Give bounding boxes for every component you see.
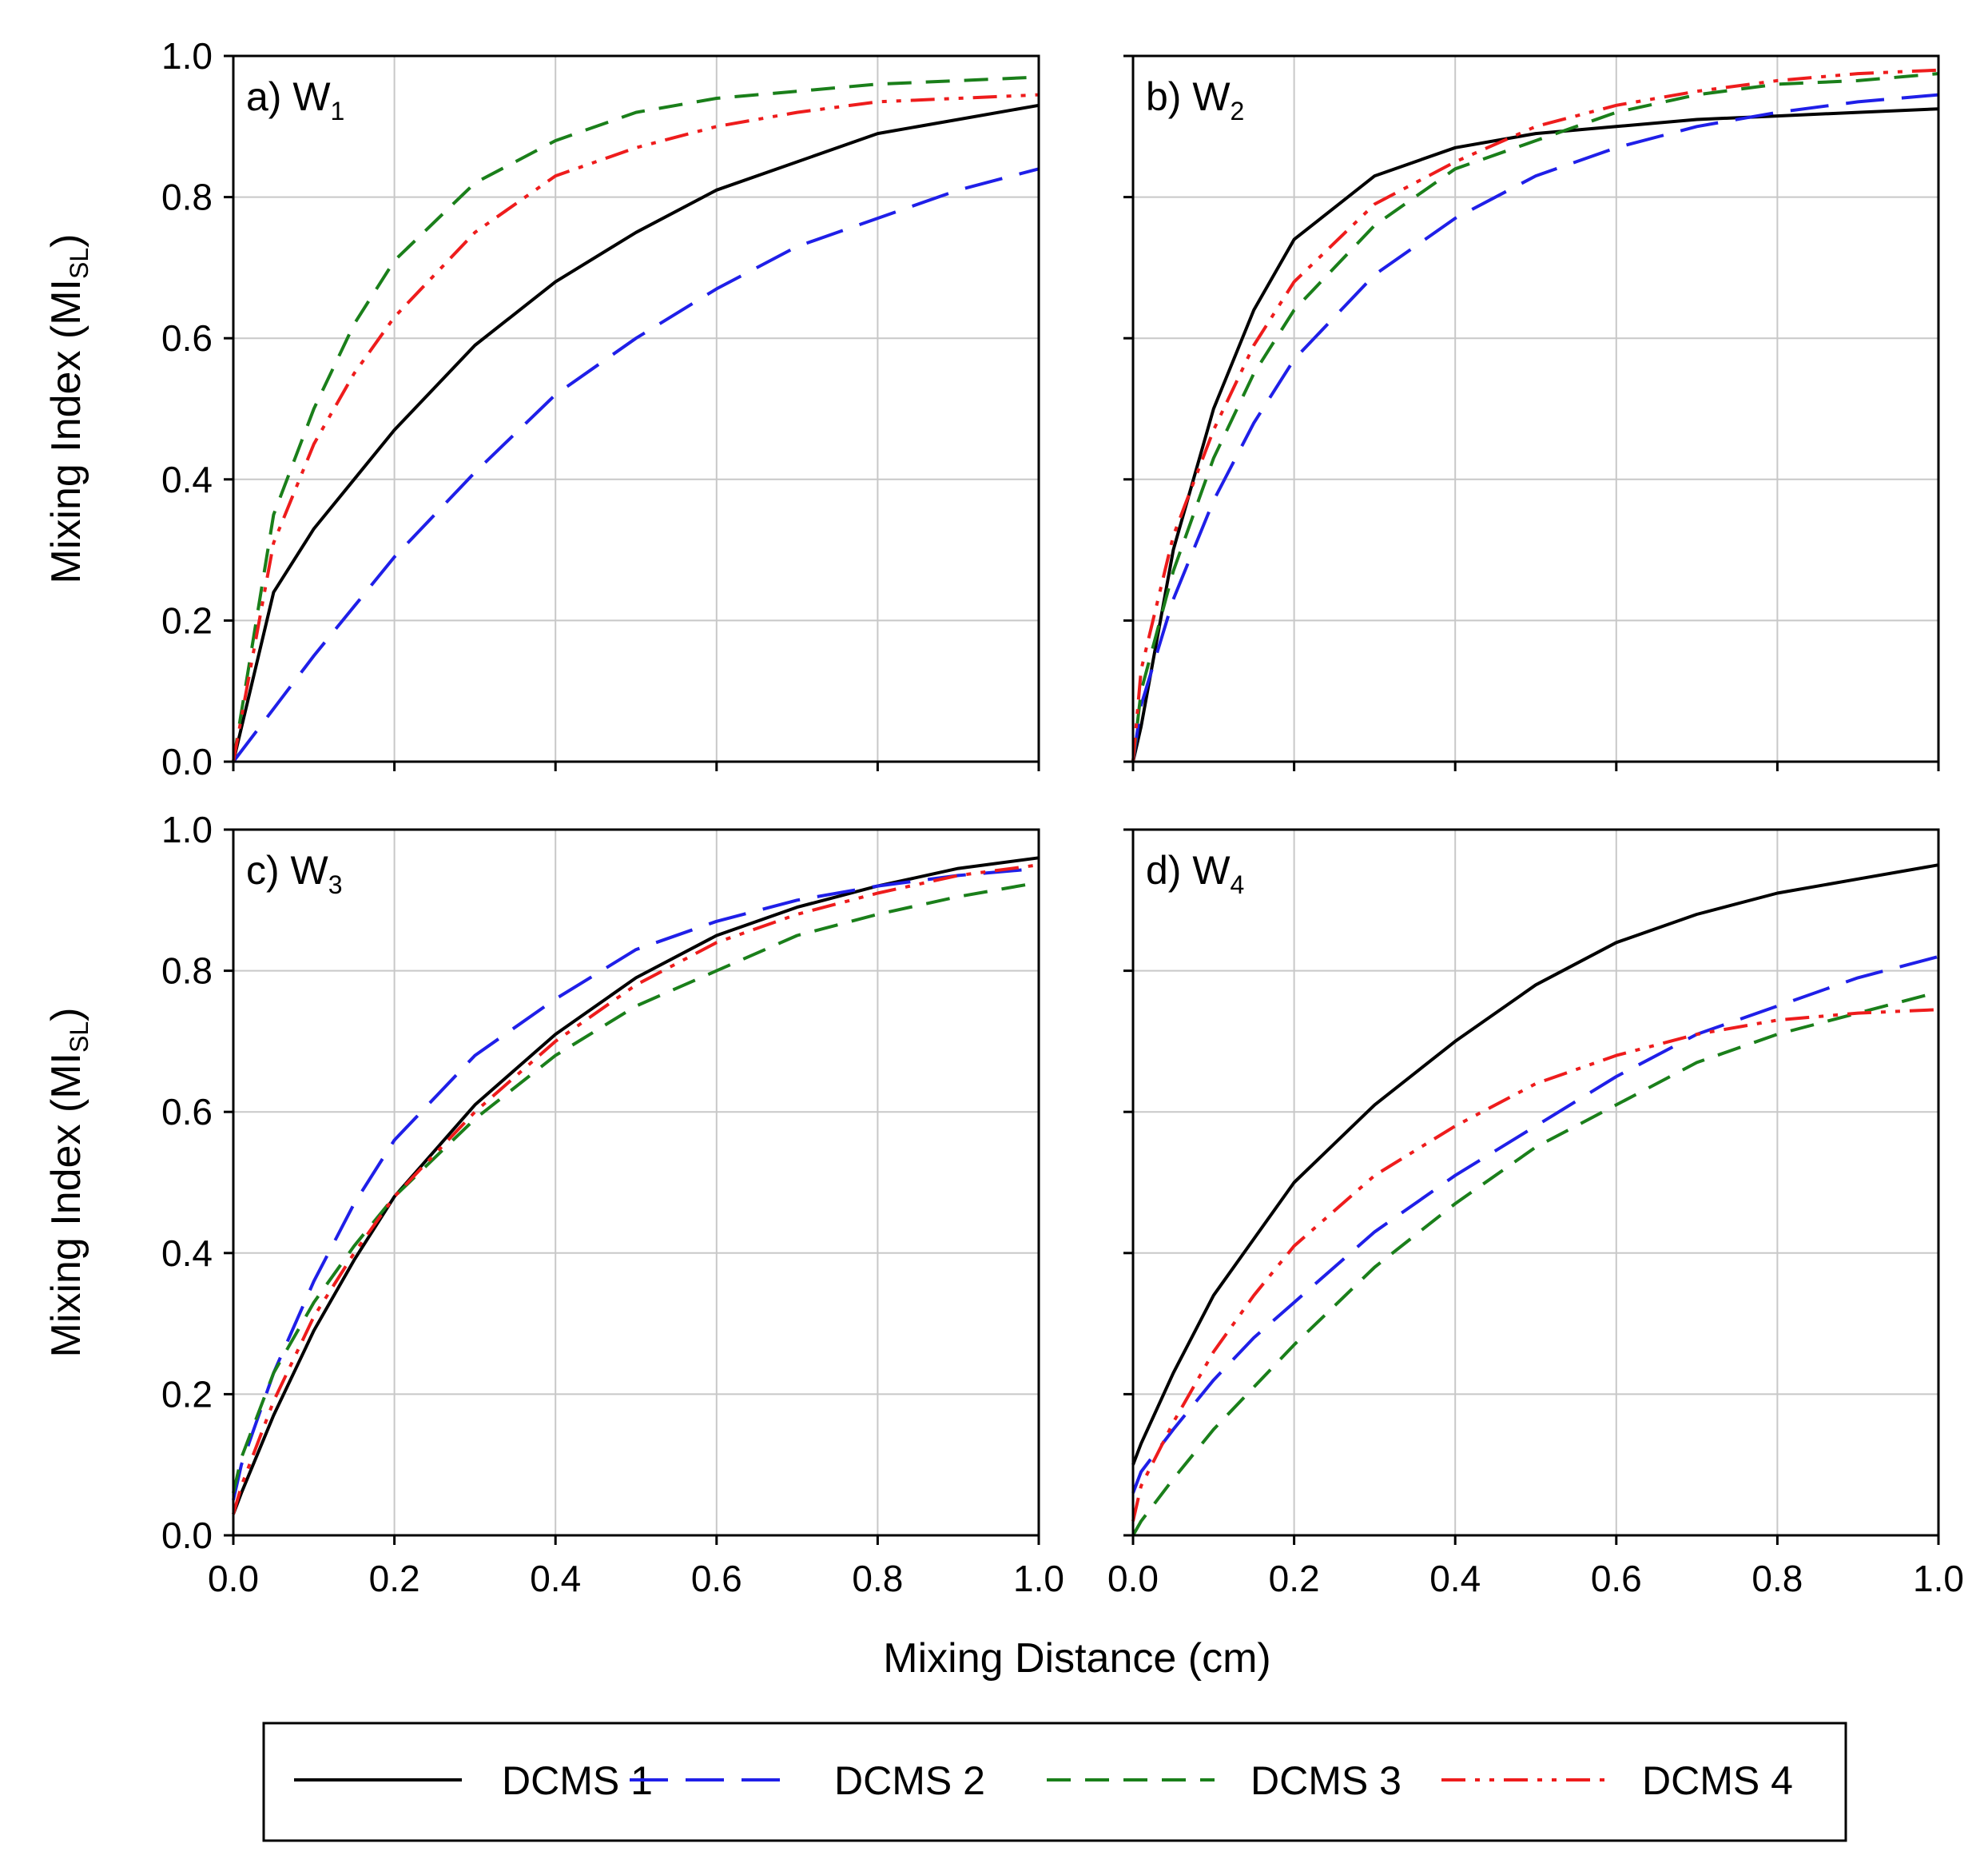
panel-title: a) W1	[246, 74, 344, 125]
plot-frame	[1131, 828, 1940, 1537]
x-axis-title: Mixing Distance (cm)	[883, 1635, 1270, 1682]
y-tick-label: 0.4	[161, 459, 213, 500]
panel-title: d) W4	[1146, 848, 1244, 899]
x-tick-label: 1.0	[1913, 1558, 1964, 1599]
legend-items: DCMS 1 DCMS 2 DCMS 3 DCMS 4	[294, 1758, 1793, 1803]
series-line-dcms-1	[232, 103, 1040, 762]
y-tick-label: 0.0	[161, 741, 213, 782]
legend: DCMS 1 DCMS 2 DCMS 3 DCMS 4	[262, 1722, 1847, 1842]
series-line-dcms-3	[1131, 72, 1939, 762]
panel-title: b) W2	[1146, 74, 1244, 125]
y-tick-label: 0.2	[161, 599, 213, 641]
y-axis-title: Mixing Index (MISL)	[43, 234, 93, 584]
series-line-dcms-4	[1131, 68, 1939, 762]
legend-label: DCMS 4	[1642, 1758, 1793, 1803]
series-line-dcms-4	[1131, 1008, 1939, 1522]
y-axis-title: Mixing Index (MISL)	[43, 1008, 93, 1358]
x-tick-label: 0.8	[1751, 1558, 1803, 1599]
x-tick-label: 0.4	[530, 1558, 581, 1599]
legend-box	[262, 1722, 1847, 1842]
frame-layer	[224, 54, 1940, 1545]
series-line-dcms-1	[1131, 863, 1939, 1466]
grid-layer	[233, 55, 1939, 1536]
plot-frame	[232, 54, 1040, 763]
series-line-dcms-4	[232, 93, 1040, 762]
x-tick-label: 1.0	[1013, 1558, 1064, 1599]
x-tick-label: 0.2	[369, 1558, 420, 1599]
y-tick-label: 0.2	[161, 1373, 213, 1415]
series-line-dcms-3	[1131, 990, 1939, 1536]
series-line-dcms-1	[1131, 107, 1939, 762]
x-tick-label: 0.8	[852, 1558, 903, 1599]
x-tick-label: 0.2	[1269, 1558, 1320, 1599]
series-line-dcms-3	[232, 75, 1040, 762]
y-tick-label: 0.0	[161, 1515, 213, 1556]
series-line-dcms-3	[232, 881, 1040, 1494]
y-tick-label: 0.4	[161, 1232, 213, 1274]
y-tick-label: 1.0	[161, 809, 213, 850]
y-tick-label: 1.0	[161, 35, 213, 77]
series-line-dcms-2	[1131, 954, 1939, 1494]
series-layer	[232, 68, 1939, 1536]
series-line-dcms-4	[232, 863, 1040, 1515]
plot-frame	[232, 828, 1040, 1537]
panel-title: c) W3	[246, 848, 343, 899]
y-tick-label: 0.6	[161, 317, 213, 359]
x-tick-label: 0.4	[1429, 1558, 1481, 1599]
x-tick-label: 0.6	[1591, 1558, 1642, 1599]
y-tick-label: 0.8	[161, 950, 213, 992]
series-line-dcms-2	[1131, 93, 1939, 762]
y-tick-label: 0.8	[161, 177, 213, 218]
series-line-dcms-1	[232, 856, 1040, 1515]
legend-label: DCMS 2	[834, 1758, 985, 1803]
x-tick-label: 0.0	[208, 1558, 259, 1599]
label-layer: 0.0 0.2 0.4 0.6 0.8 1.0 Mixing Index (MISL) a) …	[43, 35, 1964, 1599]
legend-label: DCMS 1	[502, 1758, 653, 1803]
x-tick-label: 0.6	[691, 1558, 742, 1599]
legend-label: DCMS 3	[1250, 1758, 1402, 1803]
plot-frame	[1131, 54, 1940, 763]
y-tick-label: 0.6	[161, 1091, 213, 1133]
x-tick-label: 0.0	[1107, 1558, 1159, 1599]
series-line-dcms-2	[232, 866, 1040, 1501]
series-line-dcms-2	[232, 167, 1040, 763]
